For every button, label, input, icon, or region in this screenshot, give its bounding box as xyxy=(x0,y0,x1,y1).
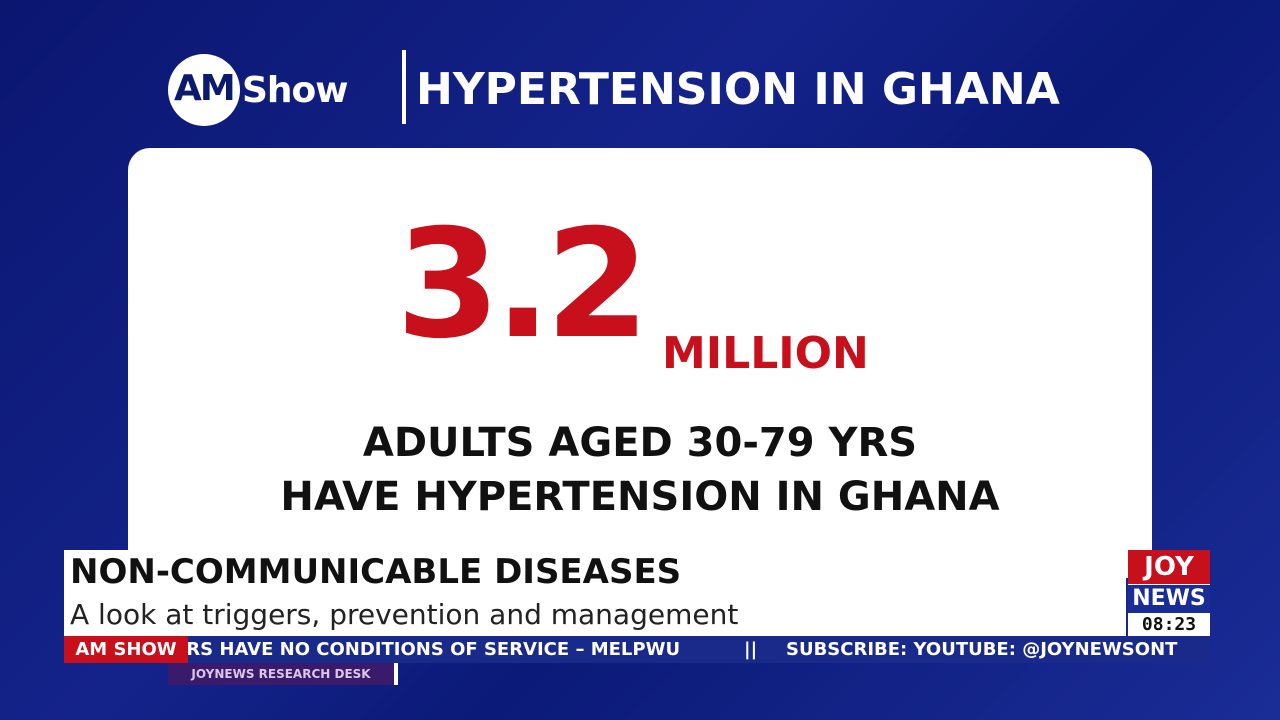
unit: MILLION xyxy=(662,328,869,379)
lower-third: NON-COMMUNICABLE DISEASES A look at trig… xyxy=(64,550,1126,636)
ticker-label: AM SHOW xyxy=(64,636,188,663)
ticker-separator: || xyxy=(744,639,758,660)
figure: 3.2 xyxy=(396,198,650,372)
title: HYPERTENSION IN GHANA xyxy=(416,64,1060,115)
header: AM Show HYPERTENSION IN GHANA xyxy=(168,50,1068,130)
divider xyxy=(402,50,406,124)
subline: A look at triggers, prevention and manag… xyxy=(70,598,739,631)
ticker: ERS HAVE NO CONDITIONS OF SERVICE – MELP… xyxy=(64,636,1210,663)
logo-circle xyxy=(168,54,240,126)
line2: HAVE HYPERTENSION IN GHANA xyxy=(280,474,1000,520)
card: 3.2 MILLION ADULTS AGED 30-79 YRS HAVE H… xyxy=(128,148,1152,578)
headline: NON-COMMUNICABLE DISEASES xyxy=(70,552,682,592)
channel-logo: JOY NEWS 08:23 xyxy=(1128,550,1210,636)
news: NEWS xyxy=(1128,585,1210,613)
clock: 08:23 xyxy=(1141,614,1197,635)
joy: JOY xyxy=(1128,550,1210,584)
logo-show: Show xyxy=(242,70,349,111)
ticker-item: SUBSCRIBE: YOUTUBE: @JOYNEWSONT xyxy=(786,639,1178,660)
logo-am: AM xyxy=(174,68,236,109)
source-tag: JOYNEWS RESEARCH DESK xyxy=(168,663,398,685)
line1: ADULTS AGED 30-79 YRS xyxy=(362,420,918,466)
ticker-item: ERS HAVE NO CONDITIONS OF SERVICE – MELP… xyxy=(174,639,681,660)
